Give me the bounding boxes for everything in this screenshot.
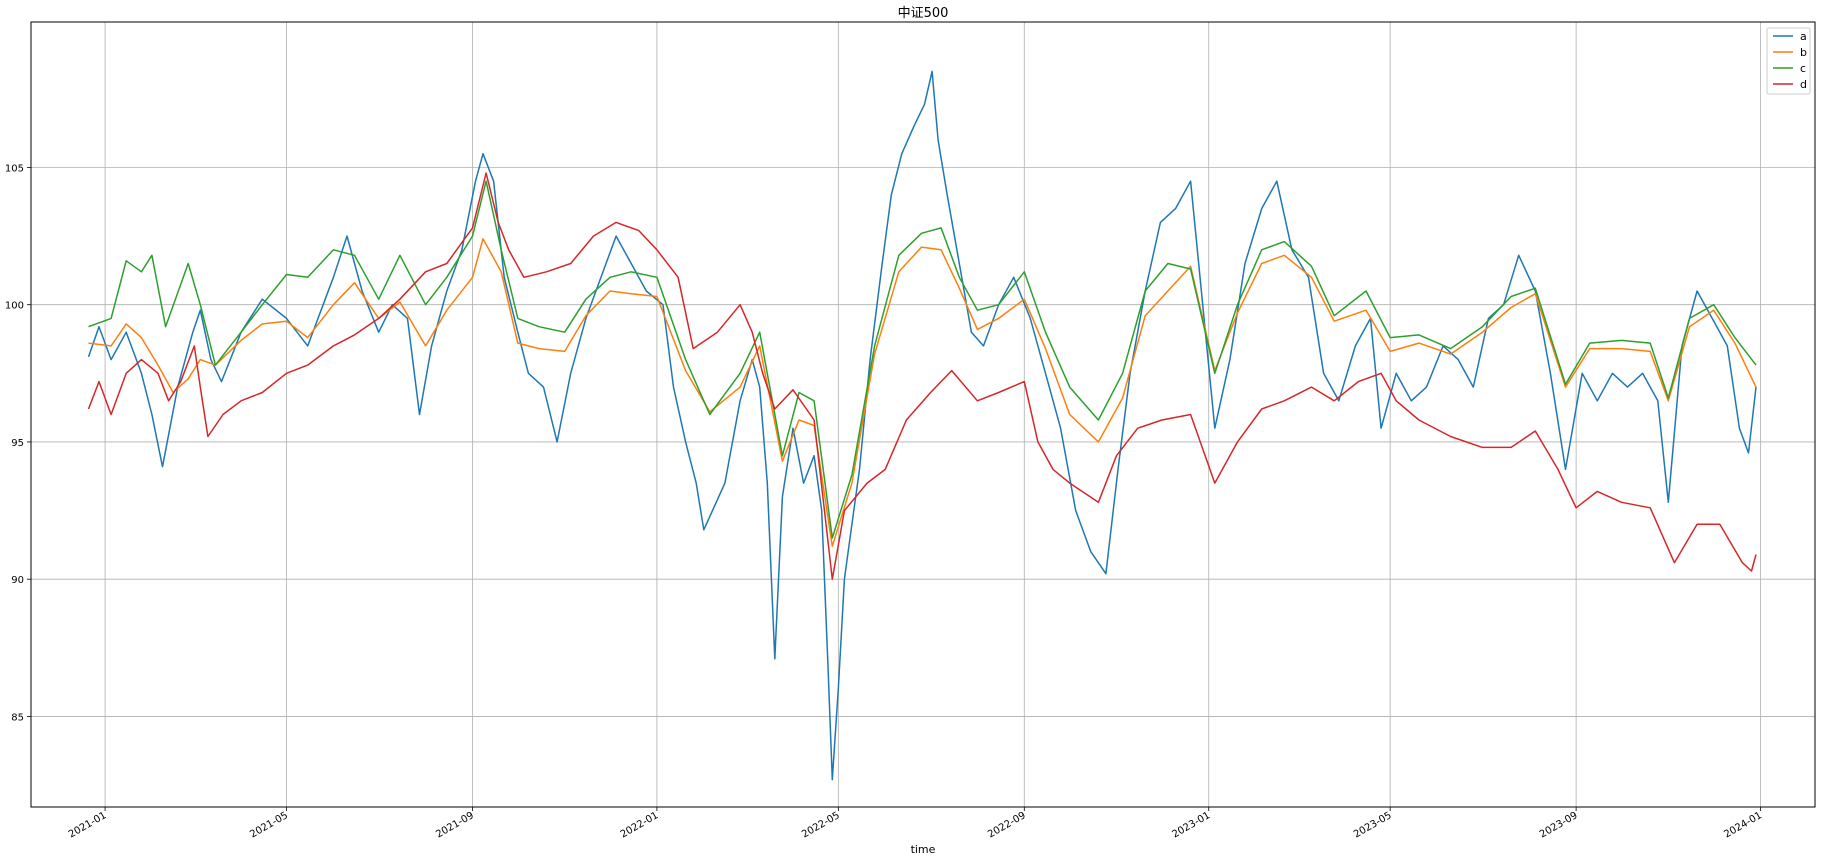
y-tick-label: 100 xyxy=(5,301,24,312)
series-line-b xyxy=(88,238,1757,547)
y-tick-label: 85 xyxy=(11,712,24,723)
series-line-d xyxy=(87,172,1757,580)
chart-title: 中证500 xyxy=(898,6,949,21)
x-axis-label: time xyxy=(911,843,936,856)
series-group xyxy=(87,70,1757,781)
legend-box xyxy=(1766,27,1811,95)
legend-label-d: d xyxy=(1800,78,1807,91)
y-tick-label: 105 xyxy=(5,163,24,174)
grid xyxy=(31,22,1815,807)
series-line-a xyxy=(87,70,1757,781)
legend-label-c: c xyxy=(1800,62,1806,75)
plot-frame xyxy=(30,21,1816,808)
y-tick-label: 95 xyxy=(11,438,24,449)
y-tick-label: 90 xyxy=(11,575,24,586)
legend-label-a: a xyxy=(1800,30,1807,43)
legend-label-b: b xyxy=(1800,46,1807,59)
y-axis: 85 90 95 100 105 xyxy=(5,163,31,723)
series-line-c xyxy=(88,180,1757,539)
